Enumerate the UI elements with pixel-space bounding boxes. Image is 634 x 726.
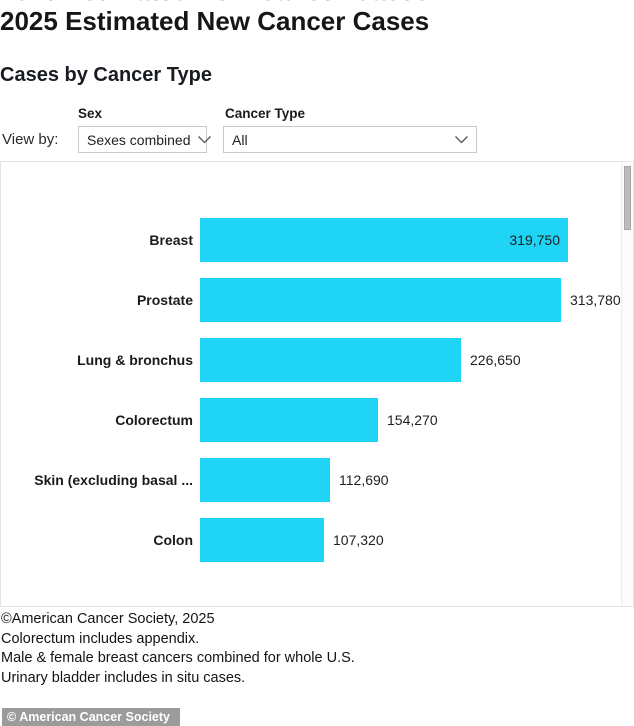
bar-row: Prostate 313,780 bbox=[1, 278, 621, 322]
plot-area: Breast 319,750 Prostate 313,780 Lung & bronc… bbox=[1, 162, 621, 606]
category-label: Lung & bronchus bbox=[77, 352, 193, 368]
value-label: 319,750 bbox=[509, 232, 560, 248]
category-label: Colon bbox=[153, 532, 193, 548]
sex-dropdown-label: Sex bbox=[78, 106, 103, 121]
vertical-scrollbar[interactable] bbox=[621, 162, 633, 606]
bar-row: Lung & bronchus 226,650 bbox=[1, 338, 621, 382]
cancer-type-dropdown-value: All bbox=[232, 131, 248, 148]
chevron-down-icon bbox=[448, 131, 469, 149]
footnotes: ©American Cancer Society, 2025 Colorectum… bbox=[1, 610, 355, 688]
bar[interactable] bbox=[200, 278, 561, 322]
chevron-down-icon bbox=[191, 131, 212, 149]
category-label: Prostate bbox=[136, 292, 193, 308]
cropped-text-top: 2025 Estimated New Cancer Cases bbox=[0, 0, 634, 4]
footnote-line: Colorectum includes appendix. bbox=[1, 630, 200, 647]
value-label: 226,650 bbox=[470, 352, 521, 368]
bar-row: Colorectum 154,270 bbox=[1, 398, 621, 442]
footnote-line: Urinary bladder includes in situ cases. bbox=[1, 669, 246, 686]
bar-row: Colon 107,320 bbox=[1, 518, 621, 562]
view-by-label: View by: bbox=[2, 131, 59, 148]
chart-panel: Breast 319,750 Prostate 313,780 Lung & bronc… bbox=[0, 161, 634, 607]
cancer-type-dropdown[interactable]: All bbox=[223, 126, 477, 153]
bar[interactable] bbox=[200, 338, 461, 382]
page-title: 2025 Estimated New Cancer Cases bbox=[0, 6, 430, 36]
bar[interactable]: 319,750 bbox=[200, 218, 568, 262]
footnote-line: ©American Cancer Society, 2025 bbox=[1, 611, 215, 627]
category-label: Colorectum bbox=[115, 412, 193, 428]
value-label: 107,320 bbox=[333, 532, 384, 548]
source-badge: © American Cancer Society bbox=[2, 708, 180, 726]
sex-dropdown-value: Sexes combined bbox=[87, 131, 191, 148]
sex-dropdown[interactable]: Sexes combined bbox=[78, 126, 211, 153]
chart-title: Cases by Cancer Type bbox=[0, 64, 212, 86]
cancer-type-dropdown-label: Cancer Type bbox=[225, 106, 306, 121]
bar[interactable] bbox=[200, 458, 330, 502]
value-label: 313,780 bbox=[570, 292, 621, 308]
bar-row: Skin (excluding basal ... 112,690 bbox=[1, 458, 621, 502]
bar-row: Breast 319,750 bbox=[1, 218, 621, 262]
bar[interactable] bbox=[200, 518, 324, 562]
scrollbar-thumb[interactable] bbox=[624, 166, 631, 230]
category-label: Skin (excluding basal ... bbox=[34, 472, 193, 488]
value-label: 154,270 bbox=[387, 412, 438, 428]
bar[interactable] bbox=[200, 398, 378, 442]
value-label: 112,690 bbox=[339, 472, 389, 488]
footnote-line: Male & female breast cancers combined fo… bbox=[1, 650, 355, 666]
category-label: Breast bbox=[149, 232, 193, 248]
